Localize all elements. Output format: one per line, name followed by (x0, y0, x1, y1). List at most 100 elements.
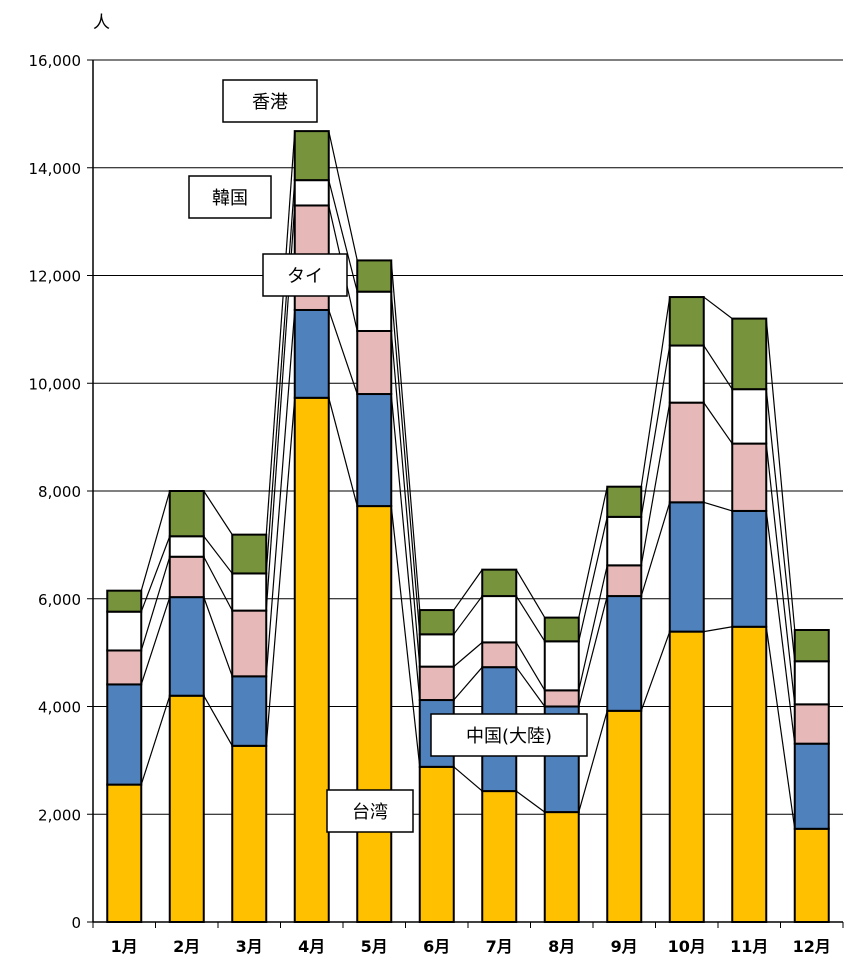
bar-segment (481, 595, 518, 644)
x-axis-tick-labels: 1月 2月 3月 4月 5月 6月 7月 8月 9月 10月 11月 12月 (111, 937, 831, 956)
bar-segment (293, 130, 330, 182)
connector-line (265, 397, 296, 746)
bar-segment (168, 596, 205, 697)
connector-line (140, 695, 171, 785)
series-callout-label: 香港 (252, 92, 288, 113)
bar-segment (731, 388, 768, 445)
bar-segment (543, 640, 580, 692)
connector-line (703, 402, 733, 444)
series-callout-box (430, 713, 588, 757)
connector-line (765, 318, 796, 631)
bar-segments (106, 130, 830, 924)
connector-line (203, 490, 233, 535)
bar-segment (356, 259, 393, 293)
series-callout-box (188, 175, 272, 219)
connector-line (578, 710, 608, 813)
y-tick-label: 2,000 (38, 806, 81, 824)
bar-segment (168, 535, 205, 558)
connector-line (765, 389, 796, 662)
x-tick-label: 2月 (173, 937, 200, 956)
connector-line (703, 501, 733, 512)
bar-segment (168, 694, 205, 923)
connector-line (515, 666, 546, 707)
bar-segment (543, 689, 580, 708)
bar-segment (793, 742, 830, 830)
connector-line (203, 535, 233, 574)
connector-line (765, 510, 796, 744)
connector-line (703, 296, 733, 320)
series-callout-box (262, 253, 348, 297)
x-tick-label: 11月 (730, 937, 768, 956)
y-tick-label: 6,000 (38, 591, 81, 609)
connector-line (578, 565, 608, 691)
bar-segment (606, 564, 643, 598)
bar-segment (106, 783, 143, 924)
x-tick-label: 7月 (486, 937, 513, 956)
connector-line (328, 309, 358, 395)
bar-segment (793, 628, 830, 663)
bar-segment (543, 811, 580, 923)
connector-line (765, 443, 796, 705)
connector-line (453, 666, 483, 701)
y-tick-label: 4,000 (38, 699, 81, 717)
bar-segment (793, 660, 830, 706)
connector-line (390, 506, 421, 767)
bar-segment (356, 290, 393, 332)
bar-segment (293, 179, 330, 207)
connector-line (640, 502, 671, 597)
bar-segment (793, 703, 830, 745)
bar-segment (356, 393, 393, 508)
series-callout-label: 台湾 (352, 802, 388, 823)
gridlines (87, 59, 843, 923)
bar-segment (731, 317, 768, 391)
bar-segment (543, 616, 580, 643)
bar-segment (606, 595, 643, 712)
bar-segment (356, 505, 393, 923)
connector-line (265, 309, 296, 677)
x-tick-label: 9月 (611, 937, 638, 956)
connector-line (640, 631, 671, 712)
bar-segment (293, 396, 330, 923)
connector-line (703, 345, 733, 390)
bar-segment (668, 501, 705, 633)
connector-line (453, 766, 483, 792)
bar-segment (606, 709, 643, 923)
x-tick-label: 4月 (298, 937, 325, 956)
bar-segment (606, 515, 643, 567)
series-connector-lines (140, 130, 796, 829)
connector-line (578, 486, 608, 618)
x-tick-label: 8月 (548, 937, 575, 956)
bar-segment (481, 568, 518, 598)
connector-line (390, 330, 421, 667)
connector-line (515, 642, 546, 691)
series-callout-label: 韓国 (212, 188, 248, 209)
bar-segment (668, 296, 705, 347)
bar-segment (231, 675, 268, 747)
bar-segment (231, 572, 268, 612)
x-tick-label: 1月 (111, 937, 138, 956)
y-axis-tick-labels: 0 2,000 4,000 6,000 8,000 10,000 12,000 14,000 1… (29, 52, 82, 932)
connector-line (390, 291, 421, 635)
connector-line (578, 595, 608, 707)
x-tick-label: 12月 (793, 937, 831, 956)
connector-line (640, 345, 671, 517)
bar-segment (168, 490, 205, 538)
bar-segment (481, 641, 518, 669)
bar-segment (793, 827, 830, 924)
bar-segment (668, 630, 705, 924)
connector-line (140, 556, 171, 651)
connector-line (203, 596, 233, 677)
connector-line (265, 180, 296, 574)
connector-line (328, 130, 358, 261)
bar-segment (231, 533, 268, 575)
axes (92, 60, 844, 928)
connector-line (515, 790, 546, 813)
connector-line (640, 402, 671, 566)
y-tick-label: 12,000 (29, 268, 82, 286)
bar-segment (418, 633, 455, 668)
y-unit-label: 人 (93, 13, 110, 33)
bar-segment (168, 555, 205, 599)
bar-segment (731, 625, 768, 923)
